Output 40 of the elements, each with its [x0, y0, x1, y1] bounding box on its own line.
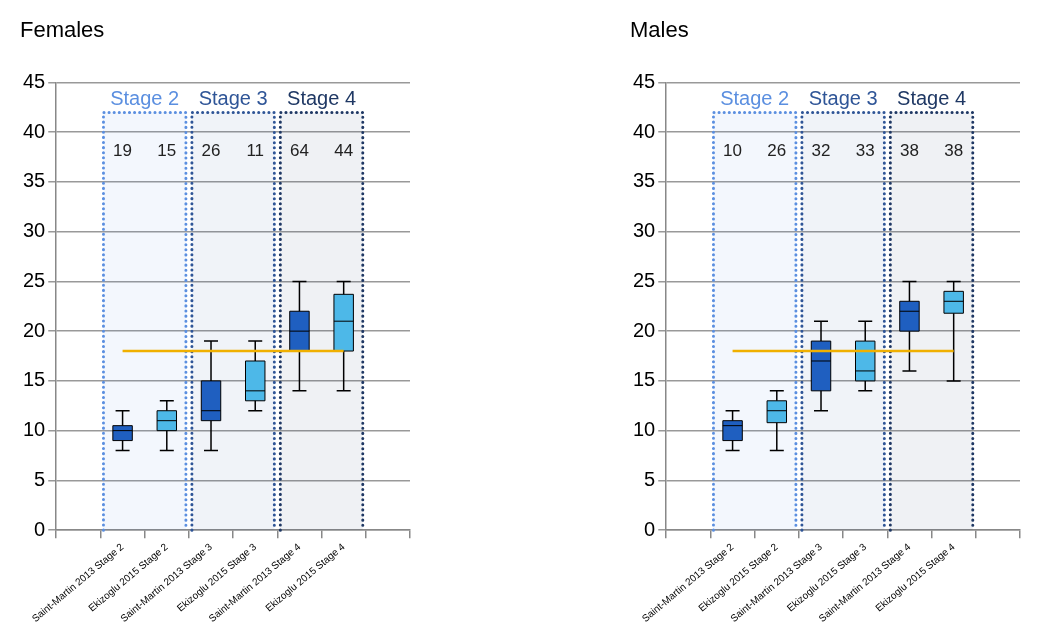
annotation: 32 — [811, 141, 831, 161]
band-label: Stage 4 — [287, 86, 357, 109]
band-label: Stage 4 — [897, 86, 967, 109]
y-tick-label: 15 — [633, 368, 656, 391]
y-tick-label: 45 — [23, 69, 46, 92]
y-tick-label: 20 — [23, 318, 46, 341]
y-tick-label: 35 — [633, 169, 656, 192]
y-tick-label: 40 — [23, 119, 46, 142]
y-tick-label: 0 — [644, 517, 656, 540]
band-label: Stage 3 — [198, 86, 268, 109]
y-tick-label: 25 — [23, 268, 46, 291]
y-tick-label: 40 — [633, 119, 656, 142]
y-tick-label: 0 — [34, 517, 46, 540]
annotation: 38 — [899, 141, 919, 161]
annotation: 44 — [334, 141, 354, 161]
y-tick-label: 30 — [23, 219, 46, 242]
y-tick-label: 10 — [23, 418, 46, 441]
y-tick-label: 5 — [644, 467, 656, 490]
band-label: Stage 2 — [720, 86, 790, 109]
chart-title: Males — [630, 17, 689, 43]
y-tick-label: 10 — [633, 418, 656, 441]
y-tick-label: 45 — [633, 69, 656, 92]
y-tick-label: 25 — [633, 268, 656, 291]
annotation: 64 — [289, 141, 309, 161]
annotation: 26 — [767, 141, 787, 161]
annotation: 11 — [246, 141, 265, 161]
annotation: 26 — [201, 141, 221, 161]
annotation: 38 — [944, 141, 964, 161]
annotation: 33 — [855, 141, 875, 161]
band-label: Stage 2 — [110, 86, 180, 109]
annotation: 19 — [113, 141, 133, 161]
y-tick-label: 30 — [633, 219, 656, 242]
annotation: 10 — [723, 141, 743, 161]
annotation: 15 — [157, 141, 177, 161]
y-tick-label: 20 — [633, 318, 656, 341]
chart-title: Females — [20, 17, 105, 43]
y-tick-label: 35 — [23, 169, 46, 192]
band-label: Stage 3 — [808, 86, 878, 109]
y-tick-label: 15 — [23, 368, 46, 391]
y-tick-label: 5 — [34, 467, 46, 490]
